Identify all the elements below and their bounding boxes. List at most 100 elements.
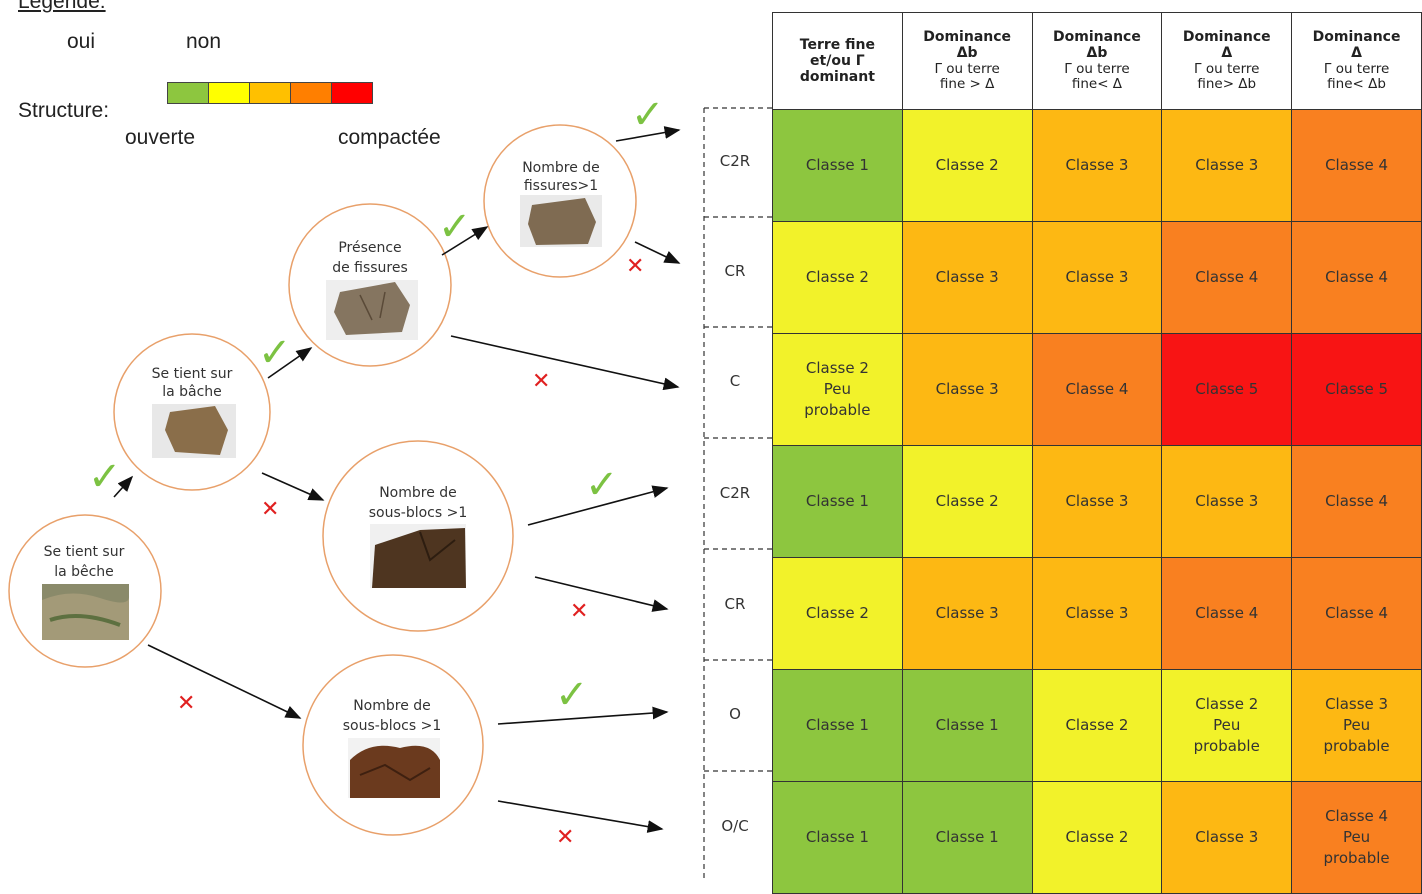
- column-header-title: Dominance Δb: [1053, 29, 1141, 62]
- class-cell: Classe 5: [1291, 333, 1422, 446]
- class-cell: Classe 3: [901, 221, 1033, 334]
- class-cell: Classe 4: [1031, 333, 1163, 446]
- node-fissures-line2: de fissures: [332, 260, 408, 276]
- class-cell: Classe 2: [772, 557, 903, 670]
- class-cell: Classe 3: [1031, 557, 1163, 670]
- column-header-subtitle: Γ ou terre fine< Δ: [1064, 60, 1130, 93]
- row-label-oc: O/C: [721, 817, 749, 835]
- class-cell: Classe 1: [772, 109, 903, 222]
- class-cell: Classe 4: [1291, 445, 1422, 558]
- class-cell: Classe 4: [1161, 557, 1293, 670]
- column-header-3: Dominance Δb Γ ou terre fine< Δ: [1031, 12, 1163, 110]
- cross-mark-fissures: ✕: [532, 369, 550, 394]
- cross-mark-sous-blocs-1: ✕: [570, 599, 588, 624]
- soil-photo-root: [42, 584, 130, 640]
- node-nb-fissures-line2: fissures>1: [524, 178, 598, 194]
- node-root-line1: Se tient sur: [44, 544, 125, 560]
- node-sous-blocs-2-line2: sous-blocs >1: [343, 718, 442, 734]
- legend-yes: oui: [67, 30, 96, 53]
- soil-photo-nb-fissures: [520, 195, 602, 247]
- soil-photo-fissures: [326, 280, 418, 340]
- check-mark-sous-blocs-2: ✓: [555, 672, 589, 718]
- soil-photo-sous-blocs-1: [370, 524, 466, 588]
- soil-photo-bache: [152, 404, 236, 458]
- class-cell: Classe 2 Peu probable: [1161, 669, 1293, 782]
- class-cell: Classe 3: [1161, 781, 1293, 894]
- legend-title: Légende:: [18, 0, 106, 13]
- column-header-2: Dominance Δb Γ ou terre fine > Δ: [901, 12, 1033, 110]
- legend-compacted: compactée: [338, 126, 441, 149]
- class-cell: Classe 3: [1161, 445, 1293, 558]
- check-mark-root: ✓: [88, 454, 122, 500]
- class-cell: Classe 4: [1291, 221, 1422, 334]
- class-cell: Classe 4: [1291, 557, 1422, 670]
- cross-mark-sous-blocs-2: ✕: [556, 825, 574, 850]
- class-cell: Classe 1: [901, 781, 1033, 894]
- node-root-line2: la bêche: [54, 564, 114, 580]
- check-mark-bache: ✓: [258, 330, 292, 376]
- column-header-title: Dominance Δ: [1312, 29, 1401, 62]
- column-header-title: Terre fine et/ou Γ dominant: [799, 36, 875, 86]
- class-cell: Classe 1: [772, 781, 903, 894]
- structure-color-scale: [167, 82, 373, 104]
- class-cell: Classe 2: [1031, 669, 1163, 782]
- class-cell: Classe 3: [901, 557, 1033, 670]
- soil-photo-sous-blocs-2: [348, 738, 440, 798]
- cross-mark-bache: ✕: [261, 497, 279, 522]
- node-bache-line1: Se tient sur: [152, 366, 233, 382]
- row-label-c: C: [729, 372, 741, 390]
- table-row: Classe 2 Peu probable Classe 3 Classe 4 Cla…: [772, 333, 1422, 446]
- class-cell: Classe 3: [1031, 221, 1163, 334]
- class-cell: Classe 2: [901, 445, 1033, 558]
- class-cell: Classe 3: [1161, 109, 1293, 222]
- class-cell: Classe 4 Peu probable: [1291, 781, 1422, 894]
- node-bache-line2: la bâche: [162, 384, 222, 400]
- column-header-title: Dominance Δb: [923, 29, 1012, 62]
- class-cell: Classe 2: [901, 109, 1033, 222]
- cross-mark-root: ✕: [177, 691, 195, 716]
- table-header-row: Terre fine et/ou Γ dominant Dominance Δb Γ…: [772, 12, 1422, 110]
- class-cell: Classe 5: [1161, 333, 1293, 446]
- classification-table: Terre fine et/ou Γ dominant Dominance Δb Γ…: [772, 12, 1422, 894]
- node-nb-fissures-line1: Nombre de: [522, 160, 600, 176]
- node-sous-blocs-1-line1: Nombre de: [379, 485, 457, 501]
- table-row: Classe 1 Classe 2 Classe 3 Classe 3 Classe 4: [772, 445, 1422, 558]
- node-fissures-line1: Présence: [338, 240, 401, 256]
- legend-open: ouverte: [125, 126, 196, 149]
- cross-mark-nb-fissures: ✕: [626, 254, 644, 279]
- class-cell: Classe 1: [772, 445, 903, 558]
- row-label-cr-1: CR: [724, 262, 746, 280]
- column-header-title: Dominance Δ: [1182, 29, 1271, 62]
- table-row: Classe 1 Classe 1 Classe 2 Classe 2 Peu pro…: [772, 669, 1422, 782]
- legend-structure-label: Structure:: [18, 99, 110, 122]
- column-header-subtitle: Γ ou terre fine > Δ: [934, 60, 1000, 93]
- table-row: Classe 1 Classe 1 Classe 2 Classe 3 Classe 4…: [772, 781, 1422, 894]
- row-label-cr-2: CR: [724, 595, 746, 613]
- node-sous-blocs-1-line2: sous-blocs >1: [369, 505, 468, 521]
- table-row: Classe 1 Classe 2 Classe 3 Classe 3 Classe 4: [772, 109, 1422, 222]
- column-header-1: Terre fine et/ou Γ dominant: [772, 12, 903, 110]
- class-cell: Classe 3: [901, 333, 1033, 446]
- check-mark-nb-fissures: ✓: [631, 92, 665, 138]
- legend-no: non: [186, 30, 222, 53]
- check-mark-sous-blocs-1: ✓: [585, 462, 619, 508]
- class-cell: Classe 2: [1031, 781, 1163, 894]
- class-cell: Classe 4: [1291, 109, 1422, 222]
- row-label-o: O: [729, 705, 741, 723]
- node-sous-blocs-2-line1: Nombre de: [353, 698, 431, 714]
- class-cell: Classe 3 Peu probable: [1291, 669, 1422, 782]
- class-cell: Classe 2 Peu probable: [772, 333, 903, 446]
- row-label-c2r-2: C2R: [719, 484, 751, 502]
- class-cell: Classe 1: [772, 669, 903, 782]
- scale-swatch-5: [331, 82, 373, 104]
- column-header-subtitle: Γ ou terre fine< Δb: [1323, 60, 1390, 93]
- class-cell: Classe 3: [1031, 445, 1163, 558]
- class-cell: Classe 4: [1161, 221, 1293, 334]
- row-label-c2r-1: C2R: [719, 152, 751, 170]
- table-row: Classe 2 Classe 3 Classe 3 Classe 4 Classe 4: [772, 557, 1422, 670]
- column-header-subtitle: Γ ou terre fine> Δb: [1194, 60, 1260, 93]
- class-cell: Classe 2: [772, 221, 903, 334]
